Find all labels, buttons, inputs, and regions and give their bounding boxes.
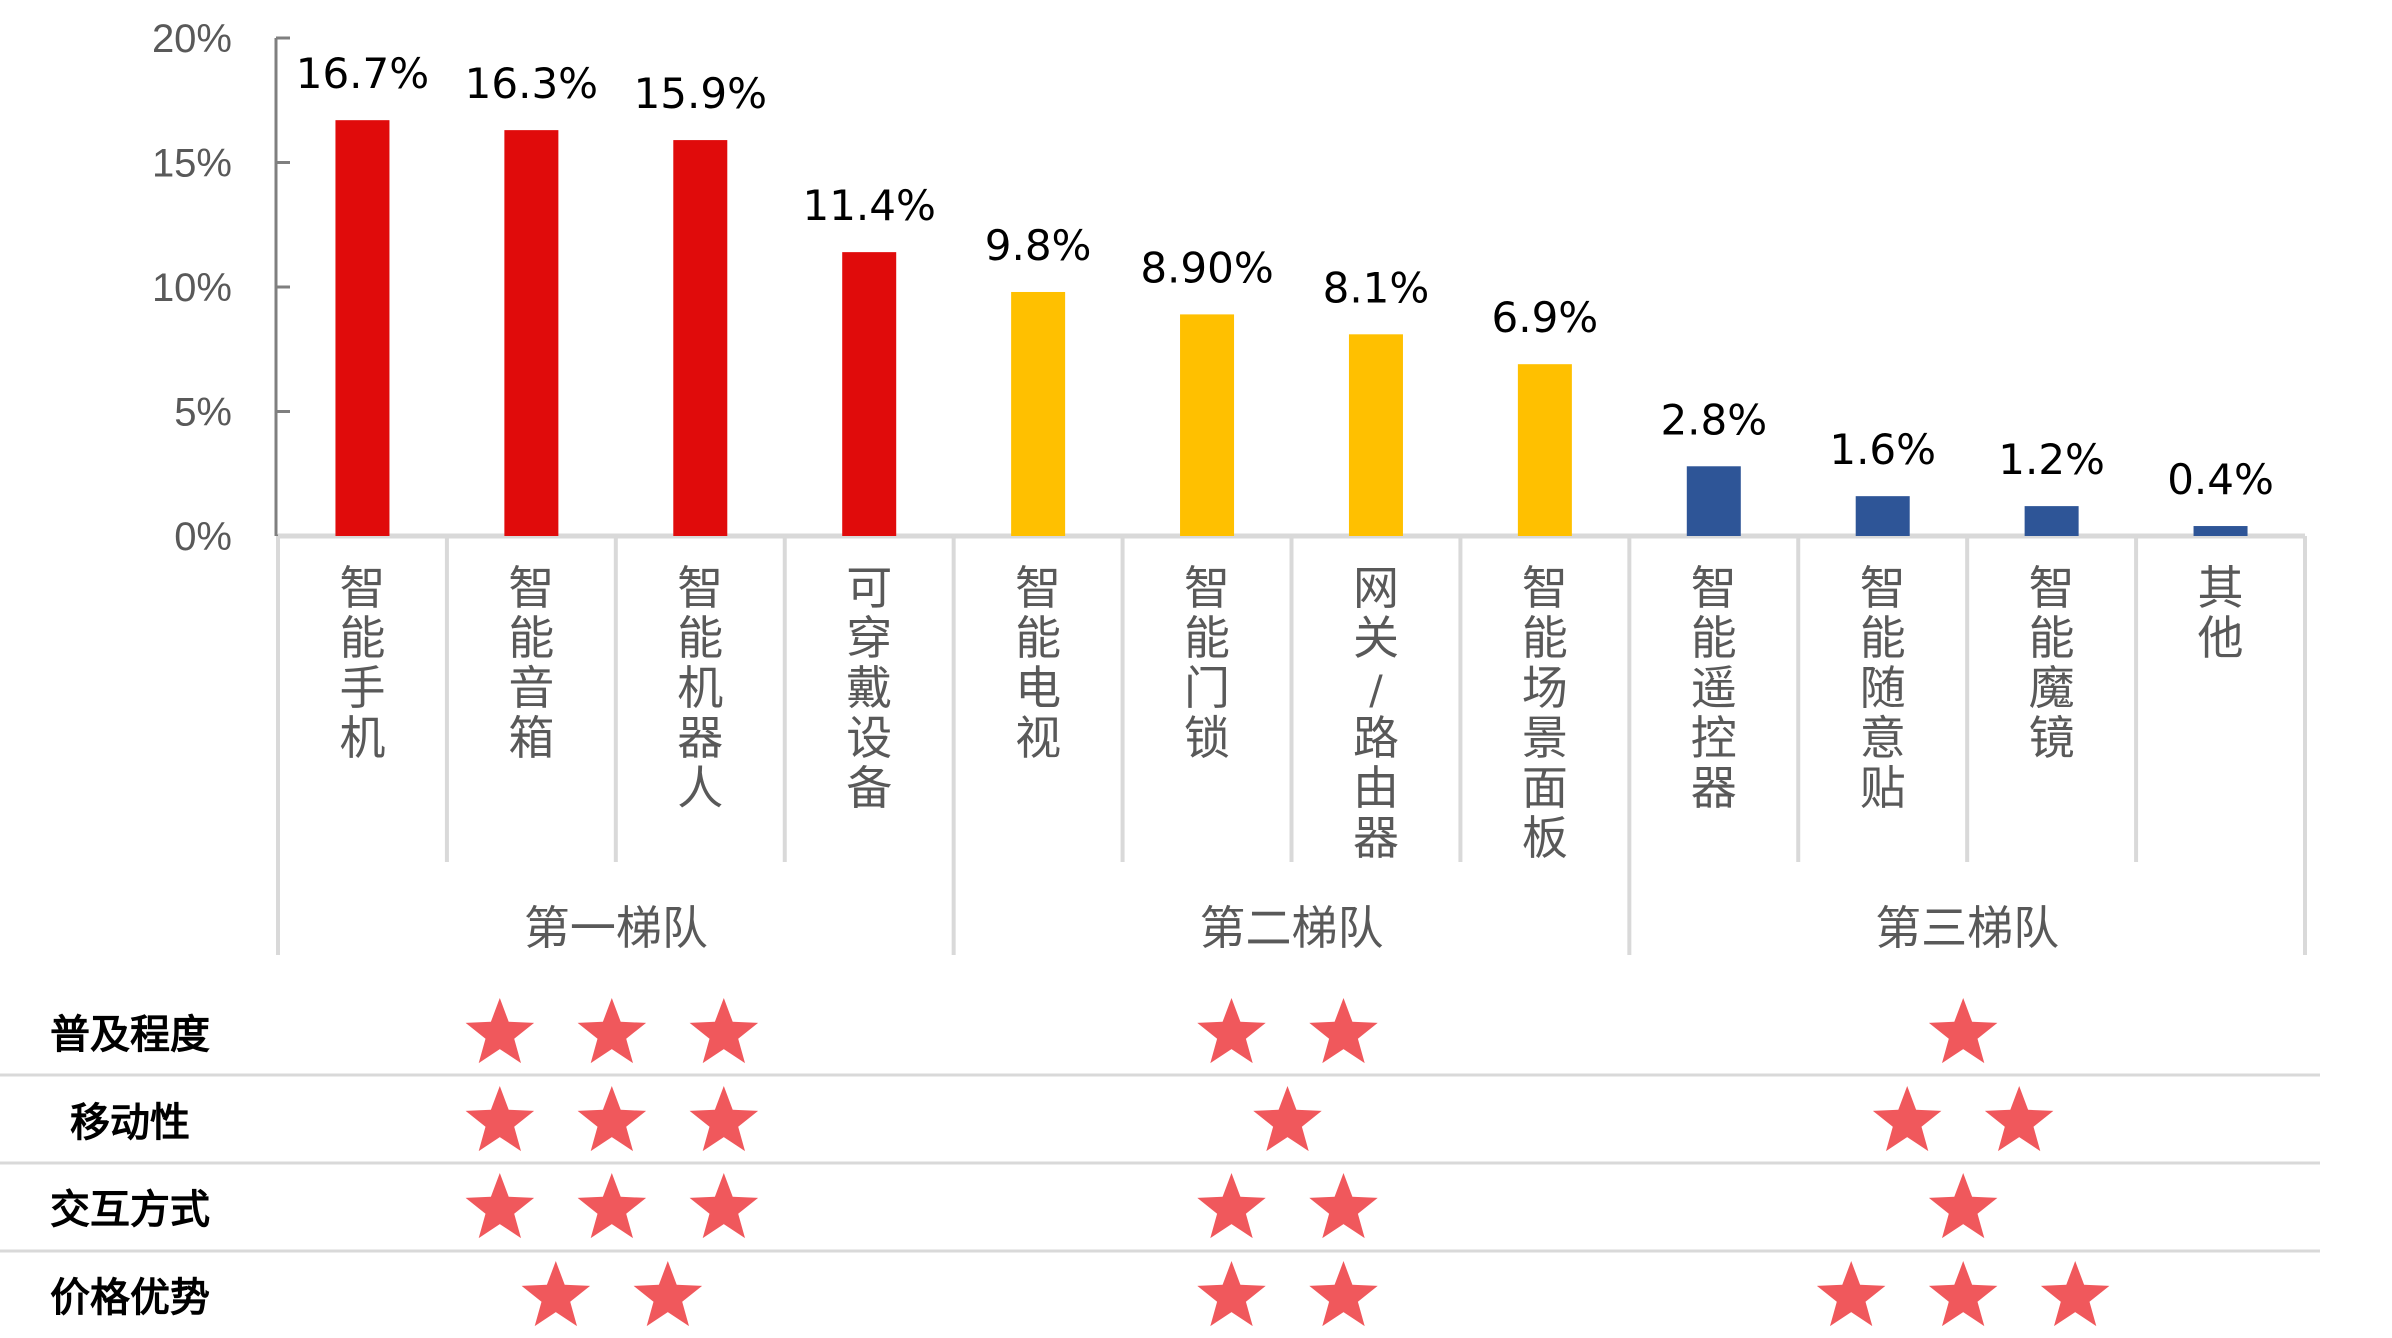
bar xyxy=(1180,314,1235,536)
y-tick-label: 15% xyxy=(152,142,232,186)
group-label: 第二梯队 xyxy=(1200,901,1384,955)
rating-star-icon xyxy=(1309,1173,1378,1239)
rating-star-icon xyxy=(1309,1261,1378,1327)
rating-star-icon xyxy=(1197,1173,1266,1239)
bar xyxy=(1348,334,1403,536)
axes: 0% 5% 10% 15% 20% xyxy=(152,17,2307,955)
category-label: 智能手机 xyxy=(339,561,385,765)
bar xyxy=(335,120,390,537)
row-label: 交互方式 xyxy=(50,1187,210,1233)
data-label: 15.9% xyxy=(634,69,767,118)
rating-star-icon xyxy=(1197,998,1266,1064)
rating-star-icon xyxy=(1253,1086,1322,1152)
category-label: 智能随意贴 xyxy=(1860,561,1906,815)
rating-star-icon xyxy=(2040,1261,2110,1327)
category-label: 智能遥控器 xyxy=(1691,561,1737,815)
category-label: 智能场景面板 xyxy=(1522,561,1568,865)
bar xyxy=(842,252,897,536)
bar xyxy=(2024,506,2079,536)
rating-star-icon xyxy=(633,1261,703,1327)
rating-star-icon xyxy=(1928,998,1998,1064)
y-tick-label: 20% xyxy=(152,17,232,61)
rating-star-icon xyxy=(689,1086,759,1152)
data-labels: 16.7% 16.3% 15.9% 11.4% 9.8% 8.90% 8.1% 6.9% 2.8… xyxy=(296,49,2274,504)
data-label: 6.9% xyxy=(1492,293,1599,342)
category-label: 智能电视 xyxy=(1015,561,1061,765)
category-label: 其他 xyxy=(2198,561,2244,665)
y-tick-label: 0% xyxy=(174,515,232,559)
category-label: 智能音箱 xyxy=(508,561,554,765)
data-label: 9.8% xyxy=(985,221,1092,270)
category-label: 可穿戴设备 xyxy=(846,561,892,815)
bar xyxy=(673,140,728,536)
bars xyxy=(335,120,2248,537)
rating-star-icon xyxy=(465,998,535,1064)
rating-star-icon xyxy=(1197,1261,1266,1327)
data-label: 16.3% xyxy=(465,59,598,108)
bar xyxy=(1011,291,1066,536)
rating-star-icon xyxy=(689,1173,759,1239)
bar xyxy=(1855,496,1910,536)
rating-star-icon xyxy=(465,1086,535,1152)
data-label: 1.6% xyxy=(1829,425,1936,474)
row-label: 价格优势 xyxy=(50,1275,210,1321)
row-label: 移动性 xyxy=(70,1100,190,1146)
y-tick-label: 5% xyxy=(174,391,232,435)
data-label: 16.7% xyxy=(296,49,429,98)
data-label: 2.8% xyxy=(1660,395,1767,444)
rating-star-icon xyxy=(689,998,759,1064)
category-label: 智能门锁 xyxy=(1184,561,1230,765)
row-label: 普及程度 xyxy=(50,1012,210,1058)
data-label: 8.90% xyxy=(1140,243,1273,292)
data-label: 1.2% xyxy=(1998,435,2105,484)
rating-star-icon xyxy=(577,1173,647,1239)
rating-star-icon xyxy=(521,1261,591,1327)
category-labels: 智能手机 智能音箱 智能机器人 可穿戴设备 智能电视 智能门锁 网关/路由器 智能场景面板 智能… xyxy=(339,561,2243,865)
data-label: 8.1% xyxy=(1323,263,1430,312)
bar xyxy=(2193,526,2248,536)
rating-star-icon xyxy=(1309,998,1378,1064)
bar xyxy=(1686,466,1741,536)
rating-star-icon xyxy=(577,998,647,1064)
category-label: 网关/路由器 xyxy=(1353,561,1399,865)
group-label: 第三梯队 xyxy=(1875,901,2059,955)
group-label: 第一梯队 xyxy=(524,901,708,955)
rating-star-icon xyxy=(1928,1173,1998,1239)
data-label: 0.4% xyxy=(2167,455,2274,504)
group-labels: 第一梯队 第二梯队 第三梯队 xyxy=(524,901,2059,955)
bar xyxy=(504,130,559,536)
bar xyxy=(1517,364,1572,536)
rating-star-icon xyxy=(1928,1261,1998,1327)
category-label: 智能魔镜 xyxy=(2029,561,2075,765)
rating-star-icon xyxy=(1816,1261,1886,1327)
category-label: 智能机器人 xyxy=(677,561,723,815)
rating-star-icon xyxy=(465,1173,535,1239)
data-label: 11.4% xyxy=(802,181,935,230)
y-tick-label: 10% xyxy=(152,266,232,310)
rating-star-icon xyxy=(577,1086,647,1152)
rating-star-icon xyxy=(1872,1086,1942,1152)
rating-star-icon xyxy=(1984,1086,2054,1152)
